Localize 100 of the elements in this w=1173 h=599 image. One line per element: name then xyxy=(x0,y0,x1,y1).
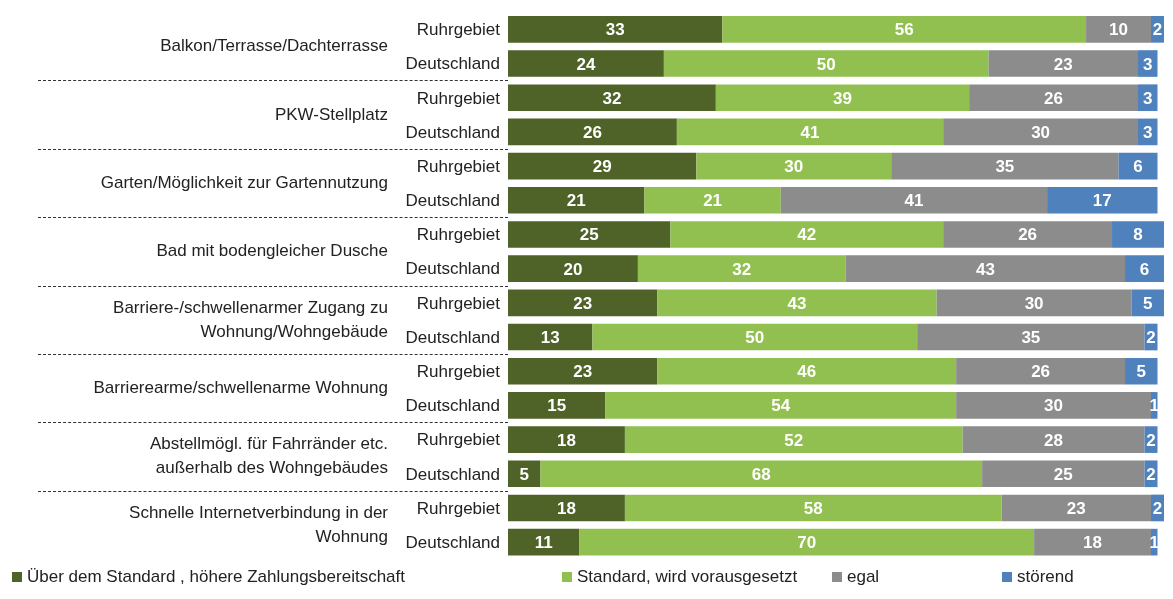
data-label: 5 xyxy=(1136,362,1146,382)
bar xyxy=(1047,186,1158,214)
data-label: 58 xyxy=(803,498,823,518)
bar xyxy=(943,221,1113,248)
data-label: 18 xyxy=(1083,533,1103,553)
bar xyxy=(540,460,983,488)
data-label: 68 xyxy=(751,464,771,484)
bar xyxy=(508,289,658,317)
y-tick-label: Ruhrgebiet xyxy=(416,88,501,108)
bar xyxy=(1034,528,1152,556)
data-label: 30 xyxy=(1031,122,1051,142)
data-label: 2 xyxy=(1152,498,1163,518)
bar xyxy=(845,255,1126,282)
data-label: 41 xyxy=(904,191,924,211)
data-label: 6 xyxy=(1139,259,1150,279)
text: Abstellmögl. für Fahrränder etc. außerhalb des Wohngebäudes xyxy=(148,433,388,480)
bar xyxy=(508,118,677,146)
bar xyxy=(715,84,970,112)
bar xyxy=(962,426,1145,453)
bar xyxy=(936,289,1132,317)
data-label: 29 xyxy=(592,157,612,177)
data-label: 2 xyxy=(1146,464,1156,484)
bar xyxy=(508,186,645,214)
text: Balkon/Terrasse/Dachterrasse xyxy=(159,35,388,58)
data-label: 6 xyxy=(1133,157,1143,177)
bar xyxy=(722,16,1087,43)
data-label: 18 xyxy=(556,430,576,450)
y-tick-label: Ruhrgebiet xyxy=(416,156,501,176)
text: Garten/Möglichkeit zur Gartennutzung xyxy=(99,171,388,194)
legend-label: Standard, wird vorausgesetzt xyxy=(577,567,798,587)
y-tick-label: Ruhrgebiet xyxy=(416,362,501,381)
y-tick-label: Deutschland xyxy=(405,464,500,484)
data-label: 8 xyxy=(1133,225,1143,245)
data-label: 50 xyxy=(745,328,765,348)
bar xyxy=(605,392,957,419)
data-label: 25 xyxy=(579,225,599,245)
data-label: 26 xyxy=(582,122,602,142)
bar xyxy=(943,118,1139,146)
data-label: 35 xyxy=(1021,328,1041,348)
legend-label: egal xyxy=(847,567,880,587)
bar xyxy=(508,426,625,453)
bar xyxy=(508,152,697,180)
bar xyxy=(1125,357,1158,385)
data-label: 11 xyxy=(534,533,553,553)
data-label: 5 xyxy=(519,464,529,484)
data-label: 3 xyxy=(1143,122,1153,142)
y-tick-label: Ruhrgebiet xyxy=(416,498,501,518)
data-label: 21 xyxy=(566,191,586,211)
bar xyxy=(917,323,1145,351)
bar xyxy=(956,357,1126,385)
y-tick-label: Deutschland xyxy=(405,396,500,416)
bar xyxy=(508,460,541,488)
y-tick-label: Ruhrgebiet xyxy=(416,225,501,245)
bar xyxy=(624,494,1002,522)
data-label: 43 xyxy=(975,259,995,279)
data-label: 26 xyxy=(1044,88,1064,108)
data-label: 21 xyxy=(703,191,723,211)
data-label: 26 xyxy=(1018,225,1038,245)
data-label: 26 xyxy=(1031,362,1051,382)
y-tick-label: Deutschland xyxy=(405,327,500,347)
data-label: 70 xyxy=(797,533,817,553)
bar xyxy=(956,392,1152,419)
bar xyxy=(663,50,989,77)
data-label: 13 xyxy=(540,328,560,348)
y-tick-label: Ruhrgebiet xyxy=(416,20,501,40)
y-tick-label: Deutschland xyxy=(405,122,500,142)
bar xyxy=(1086,16,1152,43)
bar xyxy=(508,84,716,112)
bar xyxy=(508,16,723,43)
data-label: 1 xyxy=(1149,396,1159,416)
data-label: 3 xyxy=(1143,88,1153,108)
bar xyxy=(1001,494,1152,522)
bar xyxy=(644,186,781,214)
bar xyxy=(592,323,918,351)
data-label: 1 xyxy=(1149,533,1159,553)
data-label: 23 xyxy=(1053,54,1073,74)
y-tick-label: Deutschland xyxy=(405,54,500,74)
legend-label: störend xyxy=(1017,567,1074,587)
bar xyxy=(1112,221,1164,248)
y-tick-label: Deutschland xyxy=(405,191,500,211)
data-label: 52 xyxy=(784,430,804,450)
data-label: 23 xyxy=(573,293,593,313)
data-label: 56 xyxy=(894,20,914,40)
data-label: 33 xyxy=(605,20,625,40)
bar xyxy=(988,50,1139,77)
bar xyxy=(676,118,944,146)
data-label: 54 xyxy=(771,396,791,416)
data-label: 41 xyxy=(800,122,820,142)
data-label: 5 xyxy=(1143,293,1153,313)
text: PKW-Stellplatz xyxy=(273,103,388,126)
bar xyxy=(508,528,580,556)
y-tick-label: Deutschland xyxy=(405,532,500,552)
data-label: 18 xyxy=(556,498,576,518)
data-label: 43 xyxy=(787,293,807,313)
bar xyxy=(508,221,671,248)
bar xyxy=(508,392,606,419)
bar xyxy=(508,357,658,385)
bar xyxy=(696,152,892,180)
data-label: 10 xyxy=(1109,20,1128,40)
bar xyxy=(982,460,1145,488)
